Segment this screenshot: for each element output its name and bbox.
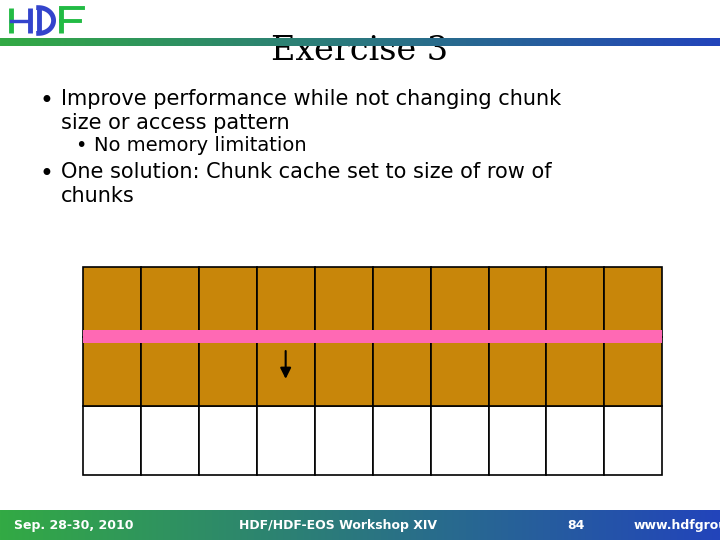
Text: One solution: Chunk cache set to size of row of: One solution: Chunk cache set to size of… bbox=[61, 162, 552, 182]
Bar bbox=[546, 336, 605, 406]
Text: Sep. 28-30, 2010: Sep. 28-30, 2010 bbox=[14, 518, 134, 532]
Bar bbox=[257, 336, 315, 406]
Text: •: • bbox=[76, 136, 87, 155]
Bar bbox=[141, 406, 199, 475]
Text: Improve performance while not changing chunk: Improve performance while not changing c… bbox=[61, 89, 562, 109]
Bar bbox=[257, 406, 315, 475]
Text: Exercise 3: Exercise 3 bbox=[271, 35, 449, 67]
Bar bbox=[83, 330, 662, 343]
Bar bbox=[605, 336, 662, 406]
Bar bbox=[488, 267, 546, 336]
Bar bbox=[605, 267, 662, 336]
Bar bbox=[315, 267, 373, 336]
Bar bbox=[199, 406, 257, 475]
Bar bbox=[546, 406, 605, 475]
Bar bbox=[315, 336, 373, 406]
Bar bbox=[546, 267, 605, 336]
Bar bbox=[605, 406, 662, 475]
Bar bbox=[431, 406, 488, 475]
Bar bbox=[373, 336, 431, 406]
Text: size or access pattern: size or access pattern bbox=[61, 113, 290, 133]
Bar bbox=[373, 267, 431, 336]
Text: No memory limitation: No memory limitation bbox=[94, 136, 306, 155]
Text: HDF/HDF-EOS Workshop XIV: HDF/HDF-EOS Workshop XIV bbox=[239, 518, 438, 532]
Text: chunks: chunks bbox=[61, 186, 135, 206]
Bar bbox=[488, 406, 546, 475]
Bar bbox=[199, 267, 257, 336]
Bar bbox=[83, 336, 141, 406]
Bar bbox=[257, 267, 315, 336]
Bar bbox=[83, 406, 141, 475]
Text: 84: 84 bbox=[567, 518, 585, 532]
Text: •: • bbox=[40, 162, 53, 186]
Bar bbox=[373, 406, 431, 475]
Text: www.hdfgroup.org: www.hdfgroup.org bbox=[634, 518, 720, 532]
Bar bbox=[199, 336, 257, 406]
Bar bbox=[141, 336, 199, 406]
Bar bbox=[431, 336, 488, 406]
Bar bbox=[83, 267, 141, 336]
Bar bbox=[431, 267, 488, 336]
Bar bbox=[488, 336, 546, 406]
Bar bbox=[315, 406, 373, 475]
Text: •: • bbox=[40, 89, 53, 113]
Bar bbox=[141, 267, 199, 336]
